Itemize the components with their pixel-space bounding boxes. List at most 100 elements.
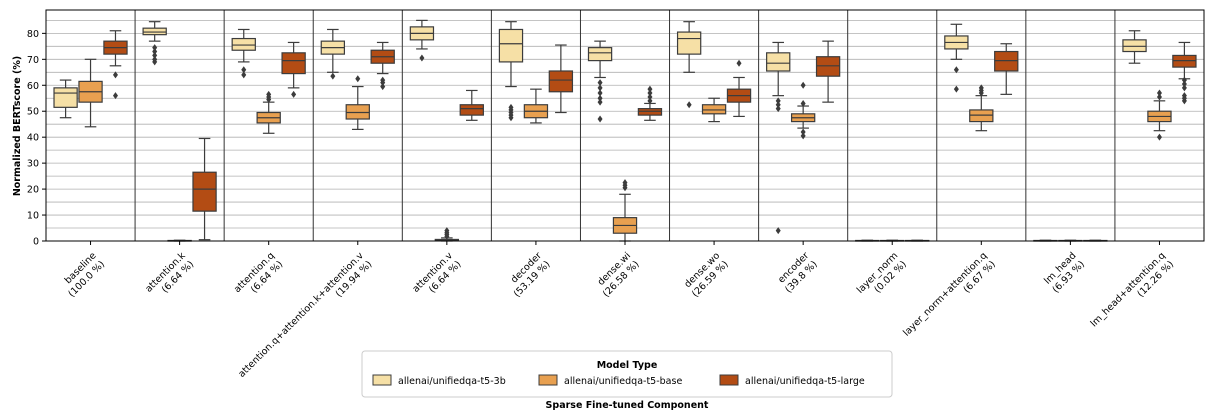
- outlier-point: [622, 179, 628, 187]
- box-body: [1172, 54, 1197, 68]
- box-0-8: [766, 41, 791, 235]
- y-tick-label: 60: [27, 81, 39, 92]
- y-axis-ticks: 0 10 20 30 40 50 60 70 80: [27, 29, 46, 248]
- y-tick-label: 30: [27, 159, 39, 170]
- outlier-point: [736, 59, 742, 67]
- box-body: [587, 47, 613, 62]
- outlier-point: [291, 90, 297, 98]
- y-axis-label: Normalized BERTscore (%): [12, 56, 23, 196]
- box-1-5: [523, 88, 549, 124]
- x-tick-label-text: lm_head(6.93 %): [1042, 250, 1087, 295]
- box-body: [766, 52, 791, 72]
- box-body: [281, 52, 306, 75]
- y-tick-label: 20: [27, 185, 39, 196]
- x-tick-label-text: attention.v(6.64 %): [410, 250, 463, 303]
- outlier-point: [647, 93, 653, 101]
- category-separators: [134, 10, 1116, 241]
- outlier-point: [800, 132, 806, 140]
- box-0-0: [53, 79, 78, 119]
- outlier-point: [597, 79, 603, 87]
- legend-swatch: [719, 374, 739, 386]
- box-body: [53, 87, 78, 108]
- box-body: [192, 171, 217, 212]
- outlier-point: [152, 55, 158, 63]
- box-body: [969, 109, 994, 123]
- legend-label: allenai/unifiedqa-t5-large: [745, 376, 865, 387]
- x-tick-label-text: layer_norm+attention.q(6.67 %): [901, 250, 998, 347]
- box-body: [142, 27, 167, 36]
- box-0-10: [944, 23, 969, 93]
- outlier-point: [380, 76, 386, 84]
- x-tick-label: attention.q(6.64 %): [232, 250, 285, 295]
- outlier-point: [1156, 89, 1162, 97]
- box-body: [548, 70, 574, 93]
- x-tick-label-text: attention.k(6.64 %): [143, 250, 196, 303]
- y-tick-label: 10: [27, 211, 39, 222]
- legend-frame: [361, 350, 893, 398]
- box-body: [498, 28, 524, 63]
- box-1-8: [790, 81, 816, 140]
- x-tick-label-text: baseline(100.0 %): [58, 250, 107, 299]
- x-tick-label: attention.k(6.64 %): [143, 250, 196, 303]
- box-body: [994, 50, 1019, 72]
- outlier-point: [444, 227, 450, 235]
- x-tick-label: lm_head+attention.q(12.26 %): [1089, 250, 1176, 329]
- outlier-point: [775, 101, 781, 109]
- box-series: [53, 19, 1197, 242]
- box-0-4: [409, 19, 435, 62]
- outlier-point: [597, 94, 603, 102]
- outlier-point: [1181, 84, 1187, 92]
- legend-swatch: [372, 374, 392, 386]
- box-0-3: [320, 28, 346, 80]
- outlier-point: [266, 90, 272, 98]
- legend-swatch: [538, 374, 558, 386]
- box-1-7: [701, 97, 727, 123]
- box-body: [1122, 39, 1147, 53]
- y-tick-label: 80: [27, 29, 39, 40]
- x-tick-label: attention.v(6.64 %): [410, 250, 463, 303]
- x-tick-label: dense.wi(26.58 %): [596, 250, 642, 299]
- box-body: [701, 104, 727, 115]
- outlier-point: [241, 71, 247, 79]
- outlier-point: [112, 92, 118, 100]
- box-0-1: [142, 21, 167, 66]
- outlier-point: [330, 72, 336, 80]
- box-body: [637, 108, 663, 116]
- x-tick-label: layer_norm+attention.q(6.67 %): [901, 250, 998, 347]
- box-body: [459, 104, 484, 116]
- outlier-point: [597, 84, 603, 92]
- x-axis-label: Sparse Fine-tuned Component: [546, 400, 709, 411]
- box-body: [815, 56, 841, 77]
- box-2-0: [103, 30, 128, 100]
- x-tick-label-text: encoder(39.8 %): [775, 250, 820, 295]
- legend-label: allenai/unifiedqa-t5-base: [564, 376, 682, 387]
- box-0-12: [1122, 30, 1147, 64]
- y-tick-label: 0: [33, 237, 39, 248]
- x-tick-label-text: layer_norm(0.02 %): [855, 250, 909, 304]
- x-tick-label: encoder(39.8 %): [775, 250, 820, 295]
- x-tick-label: layer_norm(0.02 %): [855, 250, 909, 304]
- box-1-2: [256, 90, 281, 134]
- outlier-point: [800, 99, 806, 107]
- outlier-point: [647, 85, 653, 93]
- box-body: [676, 31, 702, 55]
- x-tick-label: lm_head(6.93 %): [1042, 250, 1087, 295]
- legend-entries: allenai/unifiedqa-t5-3b allenai/unifiedqa…: [372, 374, 865, 387]
- outlier-point: [355, 75, 361, 83]
- x-tick-label-text: decoder(53.19 %): [503, 250, 552, 299]
- outlier-point: [112, 71, 118, 79]
- outlier-point: [152, 51, 158, 59]
- y-tick-label: 70: [27, 55, 39, 66]
- y-tick-label: 50: [27, 107, 39, 118]
- legend-label: allenai/unifiedqa-t5-3b: [398, 376, 506, 387]
- box-2-8: [815, 40, 841, 103]
- x-tick-label-text: dense.wo(26.59 %): [681, 250, 730, 299]
- outlier-point: [775, 97, 781, 105]
- outlier-point: [597, 98, 603, 106]
- outlier-point: [1156, 93, 1162, 101]
- outlier-point: [978, 84, 984, 92]
- outlier-point: [953, 66, 959, 74]
- box-0-5: [498, 21, 524, 122]
- box-2-12: [1172, 41, 1197, 105]
